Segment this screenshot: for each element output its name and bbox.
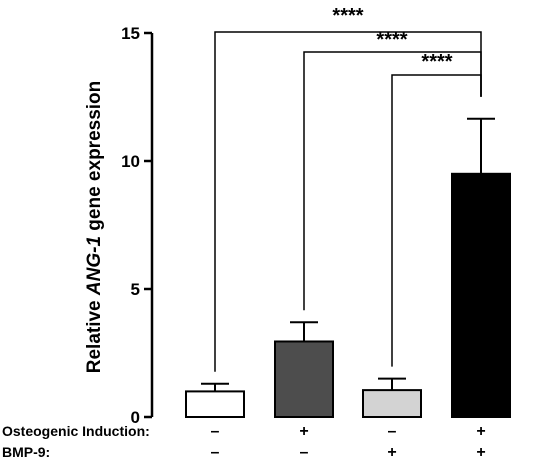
condition-mark-0-2: –	[388, 423, 397, 440]
bar-1	[274, 340, 334, 419]
bar-0	[185, 390, 245, 418]
significance-label-1: ****	[376, 29, 407, 51]
condition-mark-1-1: –	[300, 444, 309, 461]
bar-3	[451, 172, 511, 418]
significance-label-2: ****	[421, 51, 452, 73]
y-axis-label: Relative ANG-1 gene expression	[84, 81, 105, 374]
significance-bracket-2	[391, 74, 482, 367]
bar-2	[362, 389, 422, 418]
y-tick-label-2: 10	[121, 152, 140, 171]
y-tick-label-3: 15	[121, 24, 140, 43]
condition-mark-1-0: –	[211, 444, 220, 461]
plot-area: 0 5 10 15 **** **** **** Osteogenic Induction: –…	[2, 5, 511, 461]
condition-label-1: BMP-9:	[2, 444, 50, 460]
y-tick-label-0: 0	[131, 408, 140, 427]
condition-mark-0-3: +	[476, 423, 485, 440]
y-tick-label-1: 5	[131, 280, 140, 299]
significance-bracket-0	[214, 31, 482, 372]
significance-label-0: ****	[332, 5, 363, 27]
condition-mark-1-2: +	[387, 444, 396, 461]
condition-mark-1-3: +	[476, 444, 485, 461]
condition-mark-0-1: +	[299, 423, 308, 440]
condition-mark-0-0: –	[211, 423, 220, 440]
condition-label-0: Osteogenic Induction:	[2, 423, 150, 439]
